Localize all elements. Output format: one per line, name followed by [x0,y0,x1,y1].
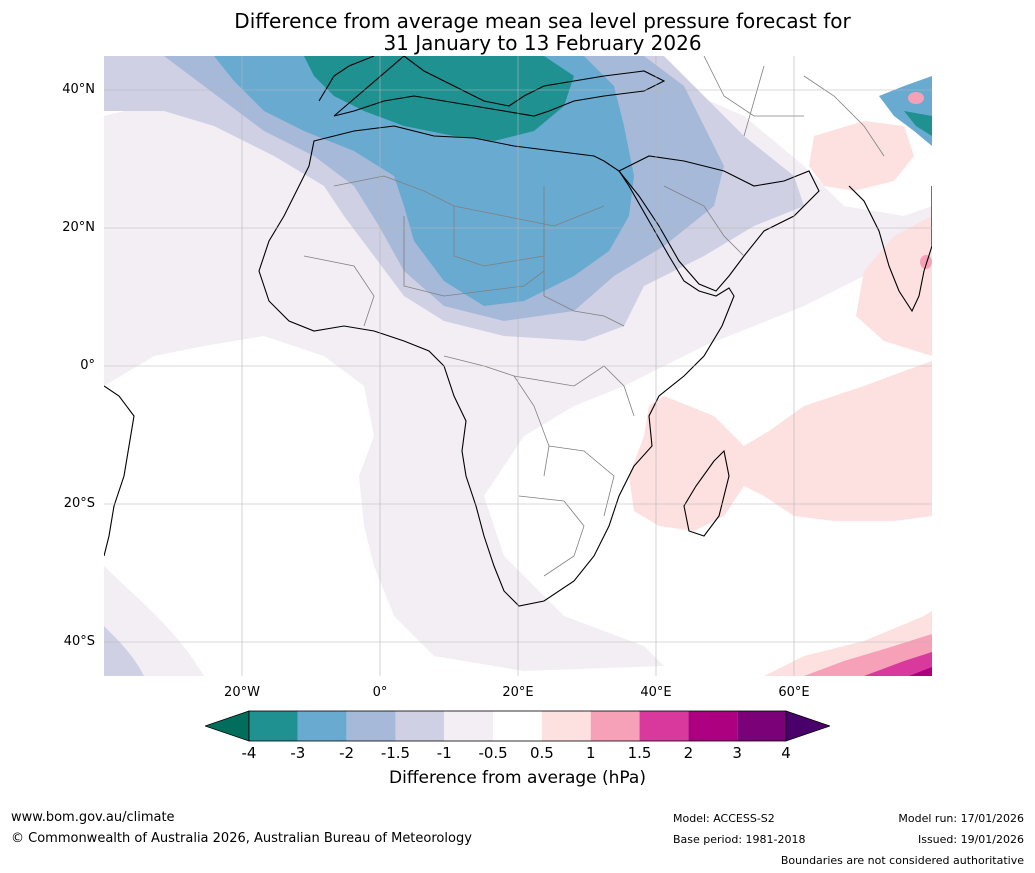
country-borders [303,56,885,577]
anomaly-region-teal [304,56,574,141]
colorbar-swatch [590,711,640,741]
graticule [104,56,932,676]
footer-website: www.bom.gov.au/climate [11,810,175,825]
colorbar-tick: -4 [241,744,257,762]
footer-copyright: © Commonwealth of Australia 2026, Austra… [11,831,472,846]
colorbar-tick: 1 [585,744,596,762]
anomaly-spot-ne-pink [908,92,924,104]
colorbar-swatch [493,711,542,741]
arabia-coastline [618,155,820,292]
border-line [663,185,745,257]
colorbar-tick: -0.5 [478,744,508,762]
colorbar-swatch [249,711,298,741]
colorbar-extend-high [785,710,830,742]
lon-label-40e: 40°E [640,685,672,700]
colorbar-tick: 2 [683,744,694,762]
title-line-1: Difference from average mean sea level p… [234,9,851,33]
lon-label-20e: 20°E [502,685,534,700]
anomaly-region-light-slate-sw [104,626,144,676]
colorbar-swatch [688,711,738,741]
south-america-coastline [104,385,135,557]
chart-title: Difference from average mean sea level p… [0,10,1035,54]
colorbar [205,710,830,742]
border-line [518,495,585,577]
colorbar-tick: -1 [436,744,452,762]
anomaly-region-magenta-south [864,652,932,676]
colorbar-swatch [297,711,347,741]
border-line [403,216,545,297]
lat-label-20n: 20°N [62,220,95,235]
border-line [303,255,375,327]
lat-label-equator: 0° [80,358,95,373]
anomaly-region-pink-indian-ocean [629,361,932,531]
border-line [548,445,615,517]
footer-model: Model: ACCESS-S2 [673,812,775,825]
colorbar-tick: 4 [781,744,791,762]
anomaly-spot-pink-india [920,255,932,269]
madagascar-coastline [683,449,730,537]
colorbar-swatch [395,711,445,741]
colorbar-swatch [444,711,494,741]
colorbar-label: Difference from average (hPa) [0,768,1035,788]
colorbar-extend-low [205,710,250,742]
border-line [803,75,885,157]
africa-coastline [258,125,735,607]
border-line [443,355,550,477]
border-line [543,186,625,327]
colorbar-tick: -2 [339,744,355,762]
europe-coastline [318,56,666,117]
title-line-2: 31 January to 13 February 2026 [383,31,702,55]
map-panel [104,56,932,676]
colorbar-swatch [346,711,396,741]
colorbar-tick: -3 [290,744,306,762]
colorbar-swatch [737,711,786,741]
colorbar-swatch [639,711,689,741]
border-line [703,56,804,137]
colorbar-tick: 0.5 [529,744,554,762]
colorbar-tick: 3 [732,744,742,762]
lon-label-60e: 60°E [778,685,810,700]
anomaly-region-lavender-sw [104,566,204,676]
colorbar-tick: 1.5 [627,744,652,762]
footer-model-run: Model run: 17/01/2026 [898,812,1024,825]
colorbar-swatch [541,711,591,741]
footer-disclaimer: Boundaries are not considered authoritat… [780,854,1024,867]
colorbar-label-text: Difference from average (hPa) [389,768,646,788]
lon-label-0: 0° [372,685,388,700]
anomaly-region-pink-arabia [809,121,914,191]
coastlines [104,56,932,607]
lat-label-40n: 40°N [62,82,95,97]
map-svg [104,56,932,676]
india-coastline [848,185,932,313]
lat-label-40s: 40°S [63,634,95,649]
colorbar-tick: -1.5 [380,744,411,762]
anomaly-region-pink-india [856,216,932,356]
lon-label-20w: 20°W [224,685,260,700]
footer-base-period: Base period: 1981-2018 [673,833,806,846]
anomaly-region-deep-magenta-south [909,667,932,676]
footer-issued: Issued: 19/01/2026 [917,833,1024,846]
anomaly-region-ne-teal [904,111,932,136]
lat-label-20s: 20°S [63,496,95,511]
